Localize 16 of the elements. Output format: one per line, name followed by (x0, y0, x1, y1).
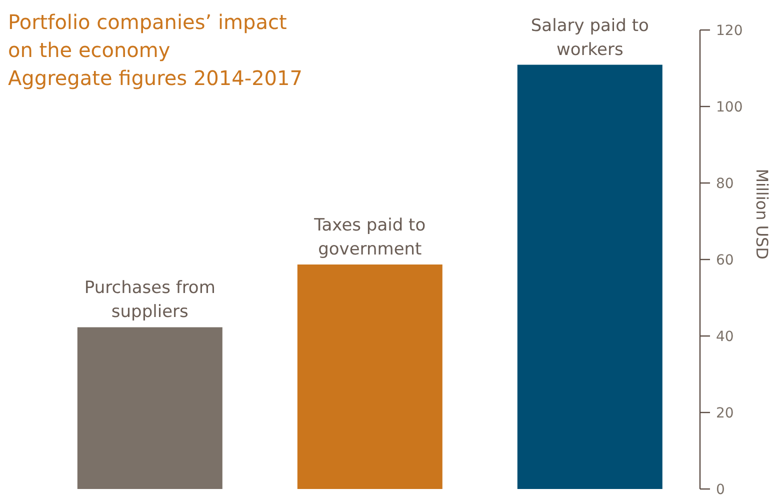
text: Aggregate figures 2014-2017 (8, 65, 304, 92)
y-tick-label: 120 (716, 23, 743, 39)
bar (517, 64, 662, 489)
y-tick-label: 40 (716, 329, 734, 345)
y-tick-label: 80 (716, 176, 734, 192)
x-tick-label: Taxes paid to government (313, 215, 426, 260)
y-tick-label: 100 (716, 100, 743, 116)
title: Portfolio companies’ impact on the economy (8, 9, 288, 64)
y-axis-title: Million USD (752, 168, 771, 260)
y-tick-label: 60 (716, 252, 734, 268)
x-tick-label: Purchases from suppliers (84, 278, 216, 322)
y-tick-label: 20 (716, 406, 734, 422)
bar (297, 264, 442, 489)
bar (77, 327, 222, 489)
y-tick-label: 0 (716, 482, 725, 498)
x-tick-label: Salary paid to workers (530, 16, 649, 60)
